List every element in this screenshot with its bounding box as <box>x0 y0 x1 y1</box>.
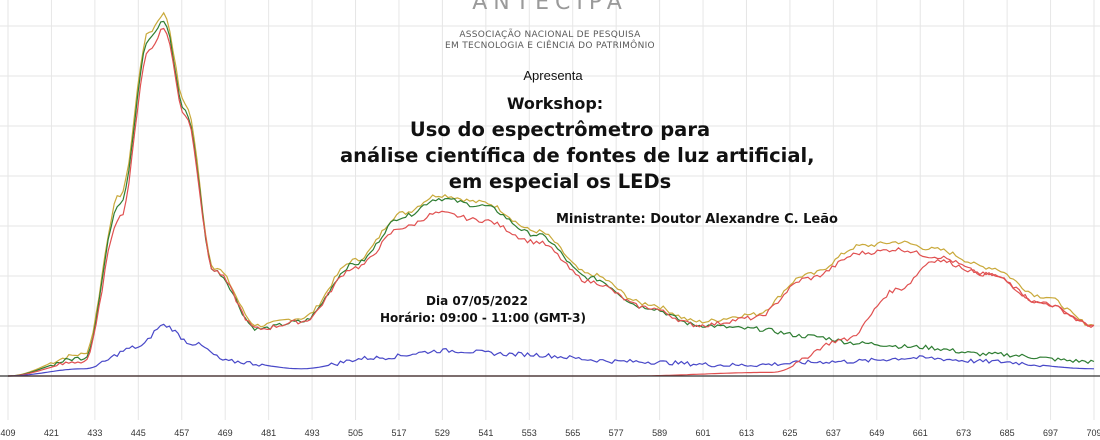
x-tick-label: 517 <box>391 428 406 438</box>
workshop-label: Workshop: <box>506 94 604 113</box>
x-tick-label: 601 <box>696 428 711 438</box>
spectrum-line-1 <box>7 11 1095 377</box>
x-tick-label: 469 <box>218 428 233 438</box>
spectrum-line-4 <box>8 323 1095 377</box>
x-tick-label: 433 <box>87 428 102 438</box>
x-tick-label: 637 <box>826 428 841 438</box>
x-tick-label: 529 <box>435 428 450 438</box>
x-tick-label: 565 <box>565 428 580 438</box>
x-tick-label: 589 <box>652 428 667 438</box>
x-tick-label: 445 <box>131 428 146 438</box>
x-tick-label: 625 <box>782 428 797 438</box>
title-line-3: em especial os LEDs <box>448 170 672 193</box>
x-tick-label: 697 <box>1043 428 1058 438</box>
event-date: Dia 07/05/2022 <box>426 294 528 308</box>
x-tick-label: 457 <box>174 428 189 438</box>
x-tick-label: 709 <box>1086 428 1100 438</box>
x-tick-label: 685 <box>1000 428 1015 438</box>
title-line-1: Uso do espectrômetro para <box>409 118 711 141</box>
x-tick-label: 613 <box>739 428 754 438</box>
x-tick-label: 421 <box>44 428 59 438</box>
x-tick-label: 661 <box>913 428 928 438</box>
x-tick-label: 577 <box>609 428 624 438</box>
organization-name-line2: EM TECNOLOGIA E CIÊNCIA DO PATRIMÔNIO <box>445 41 655 51</box>
chart-grid <box>0 0 1100 420</box>
x-tick-labels: 409 421 433 445 457 469 481 493 505 517 529 541 553 5… <box>0 428 1100 438</box>
instructor-text: Ministrante: Doutor Alexandre C. Leão <box>556 212 838 227</box>
x-tick-label: 553 <box>522 428 537 438</box>
x-tick-label: 673 <box>956 428 971 438</box>
x-tick-label: 541 <box>478 428 493 438</box>
x-tick-label: 493 <box>305 428 320 438</box>
title-line-2: análise científica de fontes de luz arti… <box>340 144 815 167</box>
spectrum-line-2 <box>7 20 1095 377</box>
event-time: Horário: 09:00 - 11:00 (GMT-3) <box>380 311 586 325</box>
organization-name-line1: ASSOCIAÇÃO NACIONAL DE PESQUISA <box>459 30 641 40</box>
antecipa-logo: ANTECIPA <box>472 0 628 15</box>
spectrum-line-3 <box>7 27 1094 377</box>
x-tick-label: 481 <box>261 428 276 438</box>
x-tick-label: 505 <box>348 428 363 438</box>
presents-label: Apresenta <box>523 68 583 83</box>
x-tick-label: 409 <box>0 428 15 438</box>
x-tick-label: 649 <box>869 428 884 438</box>
